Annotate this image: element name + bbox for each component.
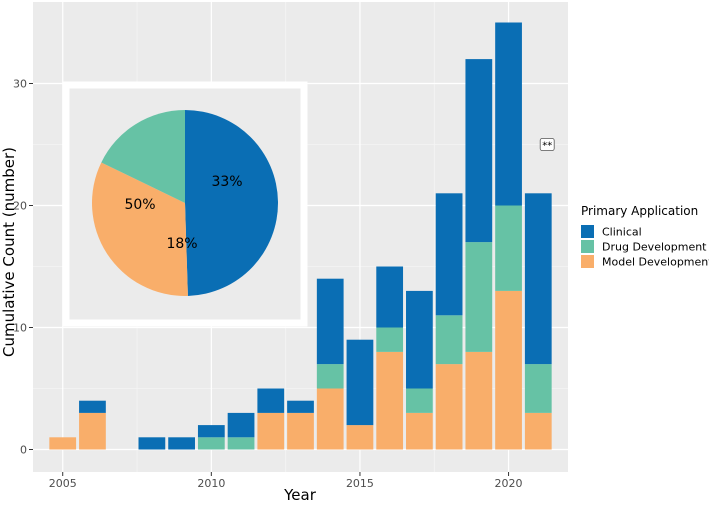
bar-drug-development xyxy=(316,364,344,389)
bar-clinical xyxy=(227,412,255,438)
y-tick-label: 0 xyxy=(20,444,27,457)
bar-model-development xyxy=(524,412,552,450)
legend-label: Clinical xyxy=(602,226,642,239)
legend-swatch xyxy=(581,225,594,238)
x-tick-label: 2015 xyxy=(346,477,374,490)
pie-slice-clinical xyxy=(185,110,279,296)
bar-clinical xyxy=(524,193,552,365)
bar-drug-development xyxy=(495,205,522,291)
bar-model-development xyxy=(406,412,433,450)
pie-value-label: 50% xyxy=(124,197,155,213)
bar-model-development xyxy=(316,388,344,450)
pie-inset: 50% 33% 18% xyxy=(62,81,308,327)
legend-label: Model Development xyxy=(602,256,709,269)
bar-drug-development xyxy=(435,315,463,365)
significance-annotation: ** xyxy=(539,138,555,152)
bar-model-development xyxy=(287,412,314,450)
annotation-box xyxy=(539,138,555,151)
bar-clinical xyxy=(406,290,433,389)
x-tick-label: 2010 xyxy=(197,477,225,490)
bar-clinical xyxy=(465,59,493,243)
bar-drug-development xyxy=(227,437,255,450)
bar-model-development xyxy=(346,425,374,450)
bar-clinical xyxy=(435,193,463,316)
bar-model-development xyxy=(465,351,493,450)
bar-model-development xyxy=(49,437,77,450)
legend-title: Primary Application xyxy=(581,204,698,218)
x-axis-title: Year xyxy=(283,486,317,502)
y-axis: 0 10 20 30 xyxy=(13,78,33,457)
bar-model-development xyxy=(79,412,106,450)
pie-chart: 50% 33% 18% xyxy=(92,110,279,296)
x-tick-label: 2020 xyxy=(495,477,523,490)
bar-clinical xyxy=(376,266,404,328)
legend: Primary Application Clinical Drug Develop… xyxy=(581,204,709,269)
annotation-label: ** xyxy=(542,141,552,152)
legend-swatch xyxy=(581,255,594,268)
bar-clinical xyxy=(79,400,106,413)
bar-clinical xyxy=(257,388,285,413)
y-tick-label: 20 xyxy=(13,200,27,213)
bar-model-development xyxy=(376,351,404,450)
bar-clinical xyxy=(138,437,166,450)
x-axis: 2005 2010 2015 2020 xyxy=(49,472,523,490)
y-tick-label: 10 xyxy=(13,322,27,335)
bar-clinical xyxy=(168,437,195,450)
bar-drug-development xyxy=(197,437,225,450)
x-tick-label: 2005 xyxy=(49,477,77,490)
bars xyxy=(49,22,552,450)
y-axis-title: Cumulative Count (number) xyxy=(0,147,18,357)
bar-clinical xyxy=(316,278,344,365)
pie-slice-drug-development xyxy=(101,110,185,203)
pie-value-label: 33% xyxy=(211,174,242,190)
bar-model-development xyxy=(495,290,522,450)
bar-drug-development xyxy=(524,364,552,413)
bar-clinical xyxy=(346,339,374,426)
bar-clinical xyxy=(197,425,225,438)
bar-drug-development xyxy=(376,327,404,352)
bar-drug-development xyxy=(465,242,493,352)
bar-model-development xyxy=(257,412,285,450)
bar-clinical xyxy=(287,400,314,413)
y-tick-label: 30 xyxy=(13,78,27,91)
bar-clinical xyxy=(495,22,522,206)
pie-value-label: 18% xyxy=(166,236,197,252)
legend-swatch xyxy=(581,240,594,253)
legend-label: Drug Development xyxy=(602,241,707,254)
bar-drug-development xyxy=(406,388,433,413)
bar-model-development xyxy=(435,364,463,450)
pie-slice-model-development xyxy=(92,162,188,296)
